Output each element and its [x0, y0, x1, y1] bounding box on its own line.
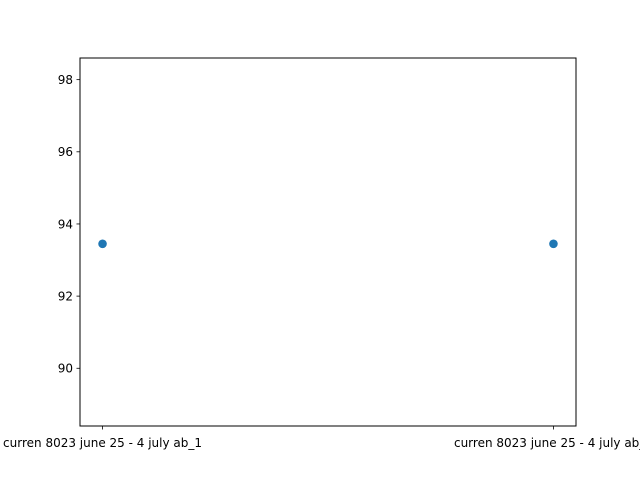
x-tick-label: curren 8023 june 25 - 4 july ab_1	[3, 436, 202, 450]
data-point	[549, 239, 558, 249]
y-tick-label: 92	[58, 289, 73, 303]
plot-frame	[79, 57, 577, 427]
data-points	[98, 239, 558, 249]
y-tick-label: 90	[58, 362, 73, 376]
y-tick-label: 98	[58, 73, 73, 87]
data-point	[98, 239, 107, 249]
x-axis: curren 8023 june 25 - 4 july ab_1 curren …	[3, 426, 640, 450]
y-axis: 90 92 94 96 98	[58, 73, 80, 376]
x-tick-label: curren 8023 june 25 - 4 july ab_2	[454, 436, 640, 450]
y-tick-label: 96	[58, 145, 73, 159]
y-tick-label: 94	[58, 217, 73, 231]
